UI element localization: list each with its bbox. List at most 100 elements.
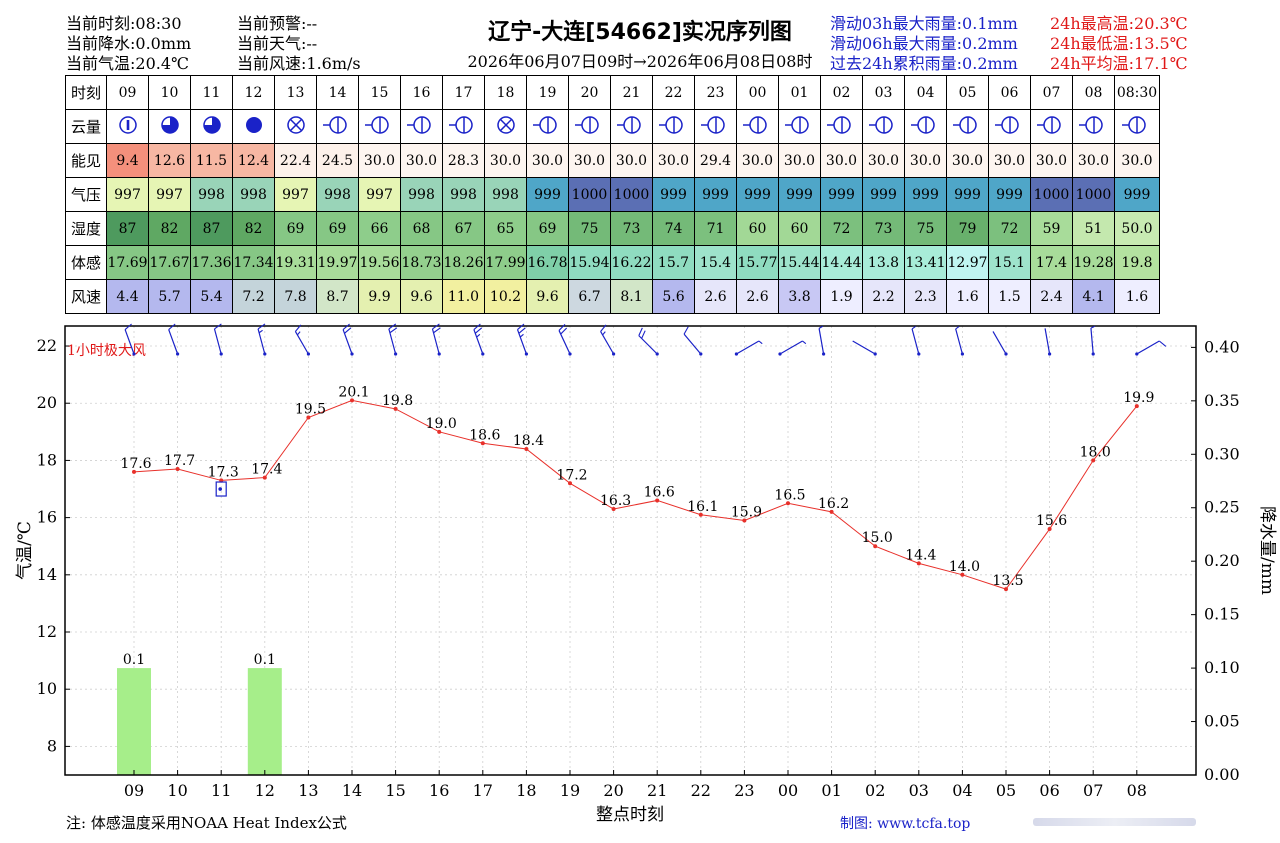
- x-tick-label: 07: [1083, 781, 1103, 800]
- table-cell: 1000: [1072, 177, 1115, 212]
- table-cell: 999: [946, 177, 989, 212]
- wind-barb-dot: [132, 352, 136, 356]
- x-tick-label: 20: [603, 781, 623, 800]
- cloud-clear-wind-icon: [400, 109, 443, 144]
- table-cell: 5.4: [190, 279, 233, 314]
- table-cell: 13.8: [862, 245, 905, 280]
- table-cell: 30.0: [568, 143, 611, 178]
- wind-barb-feather: [294, 324, 302, 332]
- table-cell: 28.3: [442, 143, 485, 178]
- table-cell: 04: [904, 75, 947, 110]
- table-cell: 999: [820, 177, 863, 212]
- x-tick-label: 22: [691, 781, 711, 800]
- table-cell: 69: [526, 211, 569, 246]
- table-cell: 19.56: [358, 245, 401, 280]
- table-cell: 17.67: [148, 245, 191, 280]
- table-cell: 999: [778, 177, 821, 212]
- precip-bar: [247, 668, 282, 775]
- y2-axis-label: 降水量/mm: [1257, 506, 1277, 595]
- table-cell: 30.0: [946, 143, 989, 178]
- cloud-clear-wind-icon: [736, 109, 779, 144]
- temperature-label: 16.3: [600, 493, 631, 509]
- y2-tick-label: 0.30: [1204, 444, 1240, 463]
- table-cell: 30.0: [904, 143, 947, 178]
- cloud-clear-wind-icon: [526, 109, 569, 144]
- cloud-overcast-icon: [232, 109, 275, 144]
- table-cell: 30.0: [484, 143, 527, 178]
- table-cell: 30.0: [400, 143, 443, 178]
- header-rain-stats: 滑动03h最大雨量:0.1mm 滑动06h最大雨量:0.2mm 过去24h累积雨…: [830, 14, 1018, 74]
- temperature-point: [655, 498, 660, 503]
- table-cell: 4.1: [1072, 279, 1115, 314]
- table-cell: 1000: [610, 177, 653, 212]
- wind-barb-half-feather: [296, 331, 301, 336]
- x-tick-label: 03: [909, 781, 929, 800]
- table-cell: 75: [568, 211, 611, 246]
- temperature-label: 17.2: [556, 467, 587, 483]
- table-cell: 998: [442, 177, 485, 212]
- cloud-clear-wind-icon: [862, 109, 905, 144]
- temperature-label: 13.5: [992, 573, 1023, 589]
- x-tick-label: 21: [647, 781, 667, 800]
- temperature-point: [350, 398, 354, 403]
- table-cell: 30.0: [1114, 143, 1160, 178]
- table-cell: 2.6: [736, 279, 779, 314]
- wind-barb-staff: [124, 329, 135, 355]
- y2-tick-label: 0.05: [1204, 712, 1240, 731]
- bar-label: 0.1: [254, 652, 276, 668]
- y2-tick-label: 0.00: [1204, 765, 1240, 784]
- temperature-line: [133, 399, 1138, 590]
- wind-barb-dot: [1048, 352, 1052, 356]
- temperature-point: [175, 466, 180, 471]
- table-cell: 51: [1072, 211, 1115, 246]
- footer-credit[interactable]: 制图: www.tcfa.top: [840, 816, 971, 832]
- temperature-point: [611, 507, 616, 512]
- table-cell: 00: [736, 75, 779, 110]
- temperature-label: 15.9: [731, 504, 762, 520]
- temperature-label: 17.7: [164, 453, 195, 469]
- table-cell: 69: [274, 211, 317, 246]
- table-cell: 999: [862, 177, 905, 212]
- temperature-label: 19.9: [1123, 390, 1154, 406]
- table-cell: 59: [1030, 211, 1073, 246]
- temperature-label: 14.4: [905, 547, 936, 563]
- table-cell: 18.73: [400, 245, 443, 280]
- temperature-point: [1004, 587, 1008, 592]
- table-cell: 30.0: [652, 143, 695, 178]
- row-time: 时刻 09 10 11 12 13 14 15 16 17 18 19 20 21 22 23 00 01 02 03…: [65, 75, 1160, 110]
- table-cell: 02: [820, 75, 863, 110]
- wind-barb-dot: [1004, 352, 1008, 356]
- table-cell: 19.97: [316, 245, 359, 280]
- row-label: 时刻: [65, 75, 107, 110]
- temperature-label: 19.8: [382, 393, 413, 409]
- current-warning: 当前预警:--: [237, 14, 318, 33]
- gust-label: 1小时极大风: [67, 343, 146, 359]
- temperature-point: [262, 475, 267, 480]
- cloud-mostly-icon: [190, 109, 233, 144]
- wind-barb-dot: [873, 352, 877, 356]
- wind-barb-half-feather: [476, 333, 481, 338]
- table-cell: 6.7: [568, 279, 611, 314]
- wind-barb-feather: [168, 323, 176, 330]
- x-tick-label: 12: [255, 781, 275, 800]
- table-cell: 9.9: [358, 279, 401, 314]
- table-cell: 50.0: [1114, 211, 1160, 246]
- wind-barb-half-feather: [1090, 325, 1096, 329]
- table-cell: 23: [694, 75, 737, 110]
- y2-tick-label: 0.25: [1204, 498, 1240, 517]
- wind-barb-dot: [1091, 352, 1095, 356]
- table-cell: 999: [904, 177, 947, 212]
- current-wind: 当前风速:1.6m/s: [237, 54, 361, 73]
- table-cell: 18.26: [442, 245, 485, 280]
- table-cell: 30.0: [358, 143, 401, 178]
- wind-barb-half-feather: [519, 333, 524, 338]
- table-cell: 19: [526, 75, 569, 110]
- wind-barb-feather: [600, 324, 607, 332]
- temperature-point: [437, 429, 442, 434]
- chart-title: 辽宁-大连[54662]实况序列图: [488, 20, 792, 45]
- wind-barb-feather: [432, 323, 440, 330]
- table-cell: 11.0: [442, 279, 485, 314]
- y2-tick-label: 0.35: [1204, 391, 1240, 410]
- cloud-clear-wind-icon: [358, 109, 401, 144]
